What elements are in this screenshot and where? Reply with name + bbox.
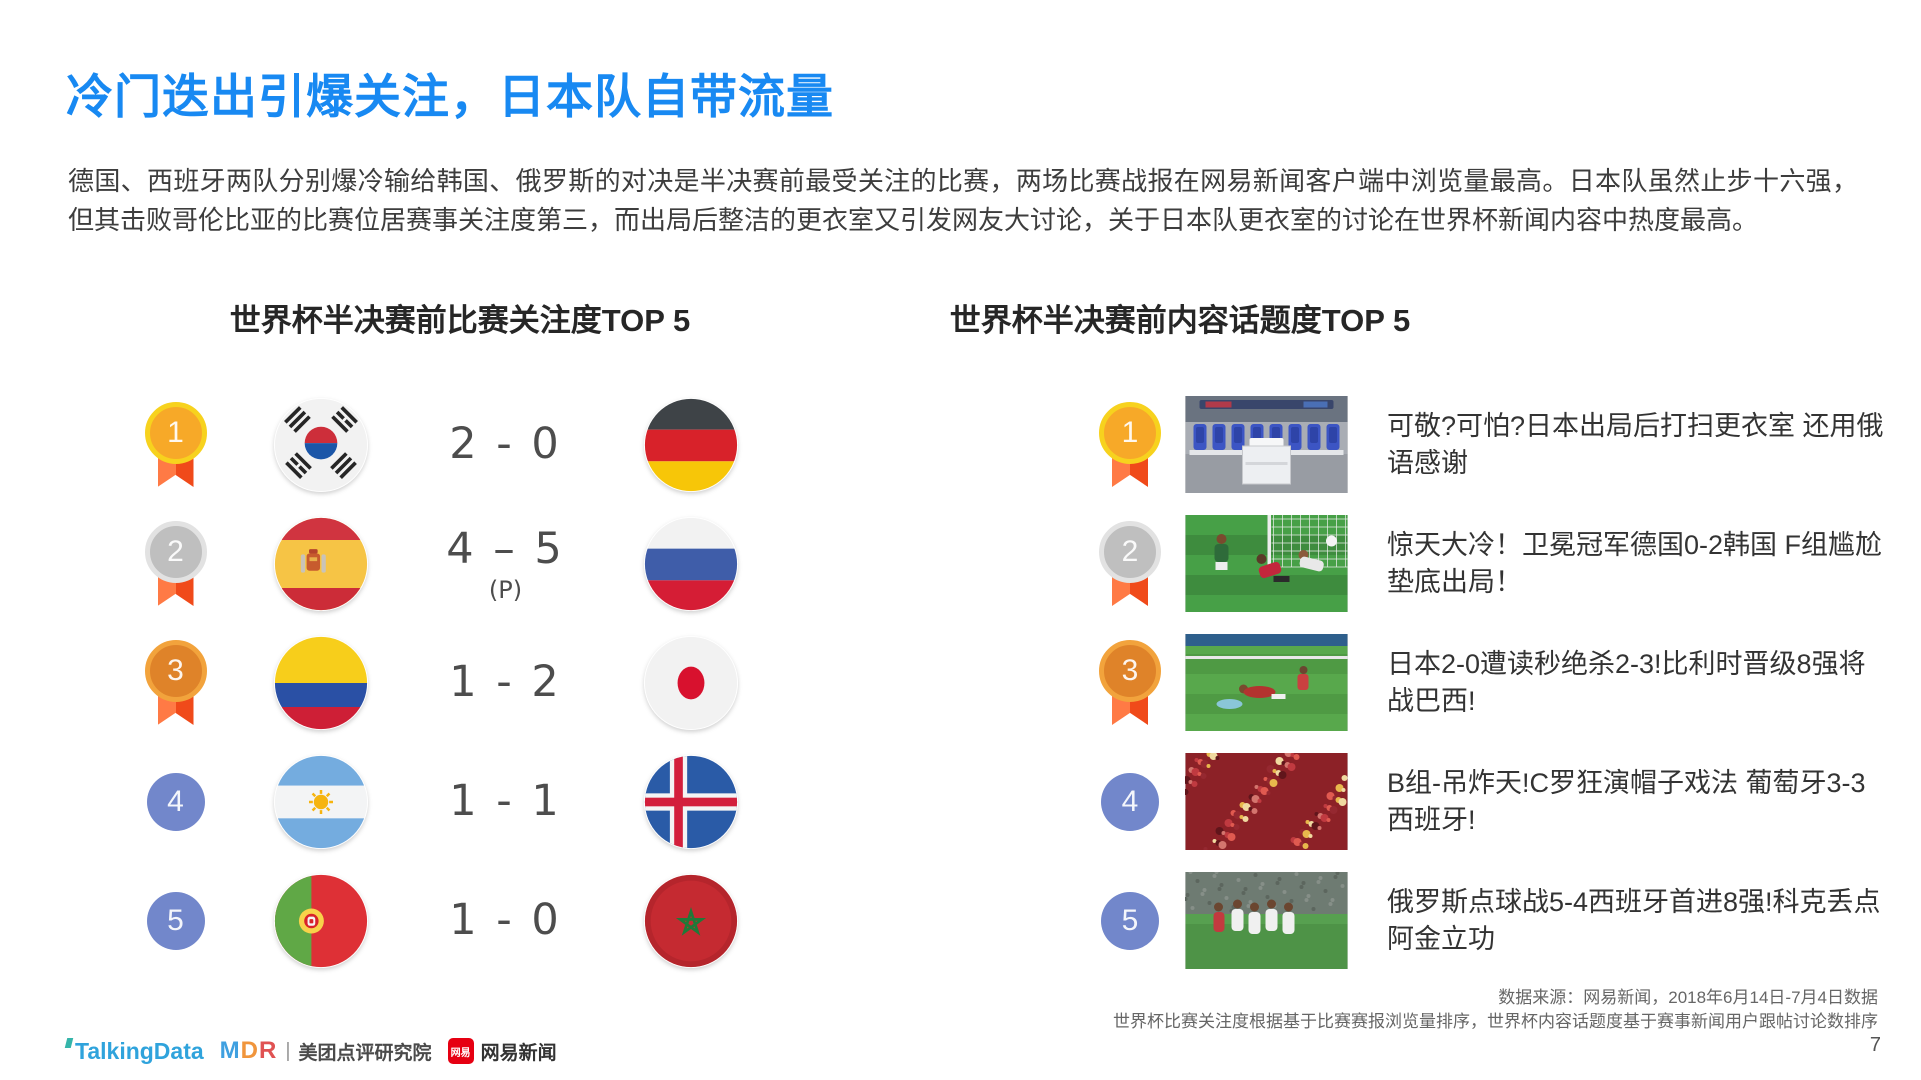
source-line-2: 世界杯比赛关注度根据基于比赛赛报浏览量排序，世界杯内容话题度基于赛事新闻用户跟帖… [1113,1012,1878,1031]
page-title: 冷门迭出引爆关注，日本队自带流量 [66,70,834,123]
news-thumbnail-image [1185,515,1348,612]
match-score: 2 - 0 [449,418,562,469]
logo-divider: | [285,1039,291,1062]
score-cell: 2 - 0 [449,419,562,471]
news-ranking-list: 1 可敬?可怕?日本出局后打扫更衣室 还用俄语感谢 2 [1090,385,1890,980]
rank-medal: 2 [1090,521,1170,606]
rank-medal: 2 [136,521,216,606]
logo-bar: TalkingData MDR | 美团点评研究院 网易 网易新闻 [64,1036,557,1066]
meituan-institute-label: 美团点评研究院 [298,1042,432,1064]
rank-badge: 3 [144,640,207,702]
rank-badge: 4 [146,772,205,831]
match-row: 4 1 - 1 [118,742,848,861]
score-cell: 1 - 1 [449,776,562,828]
talkingdata-wordmark: TalkingData [75,1037,204,1064]
news-headline: 日本2-0遭读秒绝杀2-3!比利时晋级8强将战巴西! [1387,648,1866,716]
rank-number: 2 [1121,535,1139,568]
rank-badge: 2 [144,521,207,583]
rank-badge: 4 [1101,772,1159,831]
rank-medal: 5 [136,891,216,950]
penalty-note: (P) [488,575,523,604]
rank-number: 5 [167,903,184,937]
netease-news-logo: 网易 网易新闻 [447,1038,557,1065]
rank-medal: 1 [1090,402,1170,487]
news-headline: 惊天大冷！卫冕冠军德国0-2韩国 F组尴尬垫底出局！ [1387,529,1883,597]
news-thumbnail-image [1185,634,1348,731]
rank-number: 3 [1121,654,1139,687]
talkingdata-logo: TalkingData [64,1037,204,1065]
rank-badge: 3 [1099,640,1161,702]
rank-medal: 1 [136,402,216,487]
rank-number: 1 [1121,416,1139,449]
home-flag-icon [273,754,369,850]
page-number: 7 [1869,1034,1881,1056]
rank-badge: 1 [1099,402,1161,464]
right-section-title: 世界杯半决赛前内容话题度TOP 5 [949,303,1411,338]
away-flag-icon [643,754,739,850]
rank-medal: 5 [1090,891,1170,950]
source-line-1: 数据来源：网易新闻，2018年6月14日-7月4日数据 [1498,988,1878,1007]
rank-medal: 4 [136,772,216,831]
netease-badge-icon: 网易 [447,1038,474,1064]
rank-number: 4 [167,784,184,818]
home-flag-icon [273,635,369,731]
match-score: 1 - 2 [449,656,562,707]
rank-number: 2 [167,535,184,568]
match-score: 1 - 1 [449,775,562,826]
match-row: 3 1 - 2 [118,623,848,742]
score-cell: 1 - 2 [449,657,562,709]
news-row: 3 日本2-0遭读秒绝杀2-3!比利时晋级8强将战巴西! [1090,623,1890,742]
meituan-dianping-logo: MDR | 美团点评研究院 [220,1037,432,1065]
netease-news-label: 网易新闻 [480,1042,557,1064]
rank-number: 4 [1121,784,1139,818]
news-row: 5 俄罗斯点球战5-4西班牙首进8强!科克丢点阿金立功 [1090,861,1890,980]
match-row: 1 2 - 0 [118,385,848,504]
news-thumbnail-image [1185,872,1348,969]
rank-badge: 5 [146,891,205,950]
news-thumbnail-image [1185,396,1348,493]
rank-medal: 4 [1090,772,1170,831]
left-section-title: 世界杯半决赛前比赛关注度TOP 5 [229,303,691,338]
news-row: 1 可敬?可怕?日本出局后打扫更衣室 还用俄语感谢 [1090,385,1890,504]
match-score: 4 – 5 [446,523,565,574]
rank-medal: 3 [1090,640,1170,725]
intro-paragraph: 德国、西班牙两队分别爆冷输给韩国、俄罗斯的对决是半决赛前最受关注的比赛，两场比赛… [68,166,1858,235]
rank-number: 5 [1121,903,1139,937]
news-headline: 俄罗斯点球战5-4西班牙首进8强!科克丢点阿金立功 [1387,886,1881,954]
news-headline: 可敬?可怕?日本出局后打扫更衣室 还用俄语感谢 [1387,410,1884,478]
away-flag-icon [643,635,739,731]
news-row: 2 惊天大冷！卫冕冠军德国0-2韩国 F组尴尬垫底出局！ [1090,504,1890,623]
home-flag-icon [273,873,369,969]
score-cell: 4 – 5 (P) [446,524,565,604]
news-headline: B组-吊炸天!C罗狂演帽子戏法 葡萄牙3-3西班牙! [1387,767,1866,835]
rank-badge: 2 [1099,521,1161,583]
mdr-wordmark: MDR [219,1037,278,1064]
match-row: 2 4 – 5 (P) [118,504,848,623]
rank-medal: 3 [136,640,216,725]
news-row: 4 B组-吊炸天!C罗狂演帽子戏法 葡萄牙3-3西班牙! [1090,742,1890,861]
rank-badge: 1 [144,402,207,464]
away-flag-icon [643,516,739,612]
home-flag-icon [273,397,369,493]
data-source-note: 数据来源：网易新闻，2018年6月14日-7月4日数据 世界杯比赛关注度根据基于… [1113,986,1878,1034]
rank-badge: 5 [1101,891,1159,950]
match-ranking-list: 1 2 - 0 2 [118,385,848,980]
away-flag-icon [643,873,739,969]
match-row: 5 1 - 0 [118,861,848,980]
match-score: 1 - 0 [449,894,562,945]
away-flag-icon [643,397,739,493]
score-cell: 1 - 0 [449,895,562,947]
rank-number: 3 [167,654,184,687]
talkingdata-tick-icon [64,1037,74,1048]
news-thumbnail-image [1185,753,1348,850]
rank-number: 1 [167,416,184,449]
home-flag-icon [273,516,369,612]
